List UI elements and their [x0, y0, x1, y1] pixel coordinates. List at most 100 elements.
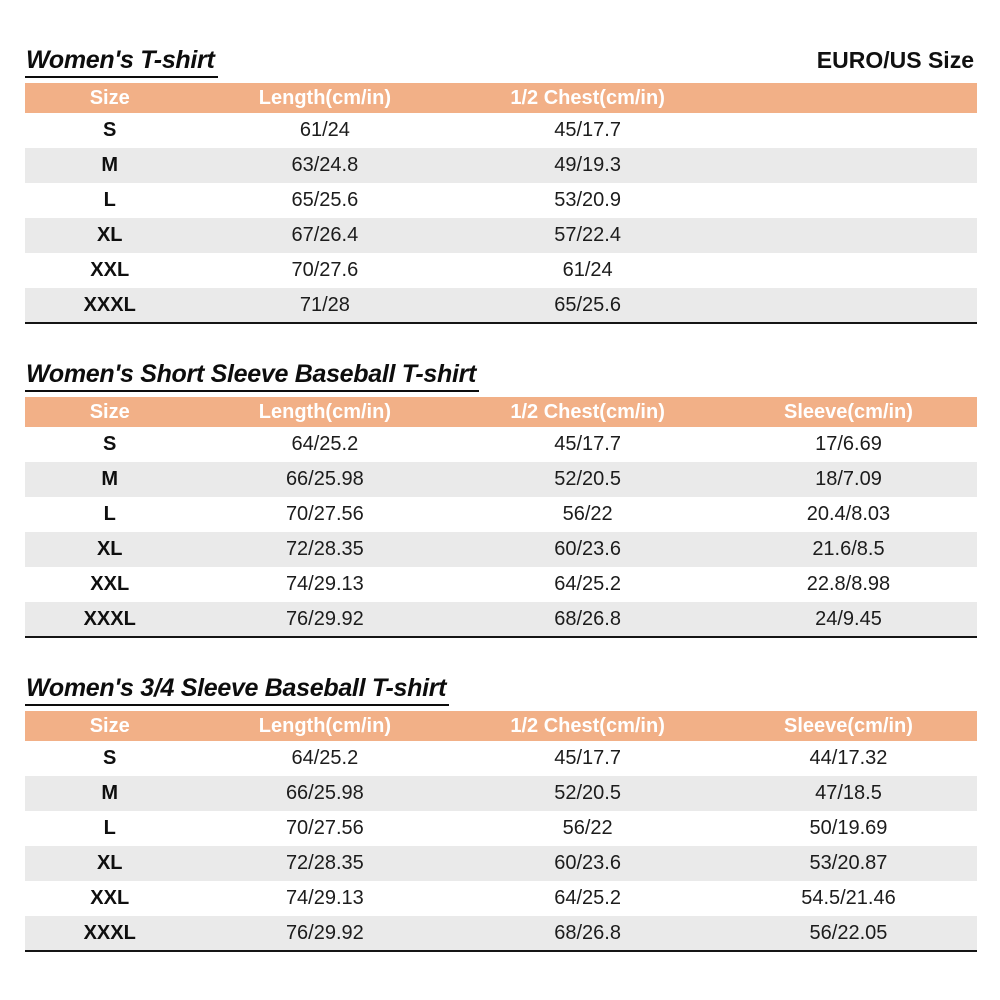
value-cell: 56/22 — [562, 817, 613, 839]
size-cell: S — [103, 119, 117, 141]
column-header: Sleeve(cm/in) — [719, 397, 977, 427]
size-cell: XXL — [90, 887, 130, 909]
table-title-three-quarter-sleeve-baseball: Women's 3/4 Sleeve Baseball T-shirt — [25, 674, 450, 706]
value-cell: 44/17.32 — [809, 747, 888, 769]
table-row: S 61/24 45/17.7 — [25, 113, 977, 148]
column-header: Sleeve(cm/in) — [719, 711, 977, 741]
value-cell: 49/19.3 — [455, 148, 720, 183]
value-cell — [719, 288, 977, 323]
table-row: XXL 70/27.6 61/24 — [25, 253, 977, 288]
size-cell: XXXL — [25, 916, 195, 951]
column-header: Length(cm/in) — [194, 711, 456, 741]
value-cell: 50/19.69 — [809, 817, 888, 839]
value-cell: 47/18.5 — [719, 776, 977, 811]
value-cell: 76/29.92 — [194, 916, 456, 951]
value-cell: 65/25.6 — [291, 189, 359, 211]
value-cell: 66/25.98 — [194, 776, 456, 811]
value-cell: 76/29.92 — [194, 602, 456, 637]
table-row: XXXL 71/28 65/25.6 — [25, 288, 977, 323]
value-cell: 65/25.6 — [455, 288, 720, 323]
value-cell: 52/20.5 — [455, 462, 720, 497]
table-title-short-sleeve-baseball: Women's Short Sleeve Baseball T-shirt — [25, 360, 480, 392]
value-cell: 60/23.6 — [455, 846, 720, 881]
table-row: XXL 74/29.13 64/25.2 22.8/8.98 — [25, 567, 977, 602]
table-row: XXXL 76/29.92 68/26.8 56/22.05 — [25, 916, 977, 951]
column-header: Size — [25, 83, 195, 113]
size-chart-section-womens-tshirt: Size Length(cm/in) 1/2 Chest(cm/in) S 61/24… — [25, 83, 977, 324]
value-cell: 56/22.05 — [719, 916, 977, 951]
value-cell: 64/25.2 — [291, 747, 359, 769]
size-cell: M — [25, 462, 195, 497]
value-cell: 61/24 — [562, 259, 613, 281]
value-cell: 68/26.8 — [455, 602, 720, 637]
size-cell: XL — [25, 846, 195, 881]
value-cell: 18/7.09 — [719, 462, 977, 497]
value-cell — [720, 113, 977, 148]
value-cell: 60/23.6 — [455, 532, 720, 567]
size-table-three-quarter-sleeve-baseball: Size Length(cm/in) 1/2 Chest(cm/in) Sleeve(… — [25, 711, 977, 952]
size-table-womens-tshirt: Size Length(cm/in) 1/2 Chest(cm/in) S 61/24… — [25, 83, 977, 324]
value-cell: 64/25.2 — [554, 573, 621, 595]
column-header — [719, 83, 977, 113]
size-cell: XXL — [90, 573, 130, 595]
column-header: Length(cm/in) — [194, 397, 456, 427]
size-chart-page: Women's T-shirt EURO/US Size Size Length(… — [25, 46, 977, 952]
size-cell: XL — [25, 532, 195, 567]
table-row: XL 67/26.4 57/22.4 — [25, 218, 977, 253]
value-cell: 45/17.7 — [554, 433, 621, 455]
size-cell: S — [103, 747, 117, 769]
size-cell: M — [25, 776, 195, 811]
column-header: 1/2 Chest(cm/in) — [455, 397, 720, 427]
value-cell: 45/17.7 — [554, 119, 621, 141]
size-cell: XL — [25, 218, 195, 253]
table-row: XL 72/28.35 60/23.6 53/20.87 — [25, 846, 977, 881]
value-cell: 72/28.35 — [194, 846, 456, 881]
size-cell: XXXL — [25, 288, 195, 323]
value-cell — [719, 148, 977, 183]
value-cell: 53/20.9 — [554, 189, 621, 211]
table-title-womens-tshirt: Women's T-shirt — [25, 46, 218, 78]
value-cell — [719, 218, 977, 253]
value-cell — [720, 253, 977, 288]
value-cell: 17/6.69 — [815, 433, 882, 455]
value-cell: 63/24.8 — [194, 148, 456, 183]
value-cell: 22.8/8.98 — [806, 573, 891, 595]
table-row: L 70/27.56 56/22 50/19.69 — [25, 811, 977, 846]
size-table-short-sleeve-baseball: Size Length(cm/in) 1/2 Chest(cm/in) Sleeve(… — [25, 397, 977, 638]
size-cell: L — [103, 189, 116, 211]
value-cell: 56/22 — [562, 503, 613, 525]
table-row: L 65/25.6 53/20.9 — [25, 183, 977, 218]
size-cell: L — [103, 817, 116, 839]
value-cell: 24/9.45 — [719, 602, 977, 637]
value-cell: 54.5/21.46 — [801, 887, 896, 909]
table-row: M 66/25.98 52/20.5 18/7.09 — [25, 462, 977, 497]
column-header: Length(cm/in) — [194, 83, 456, 113]
table-row: XXL 74/29.13 64/25.2 54.5/21.46 — [25, 881, 977, 916]
value-cell: 74/29.13 — [285, 573, 364, 595]
value-cell: 72/28.35 — [194, 532, 456, 567]
value-cell: 52/20.5 — [455, 776, 720, 811]
header-row: Size Length(cm/in) 1/2 Chest(cm/in) Sleeve(… — [25, 711, 977, 741]
value-cell: 21.6/8.5 — [719, 532, 977, 567]
value-cell: 67/26.4 — [194, 218, 456, 253]
value-cell: 70/27.6 — [291, 259, 359, 281]
size-cell: L — [103, 503, 116, 525]
header-row: Women's T-shirt EURO/US Size — [25, 46, 977, 78]
table-row: XXXL 76/29.92 68/26.8 24/9.45 — [25, 602, 977, 637]
table-row: M 63/24.8 49/19.3 — [25, 148, 977, 183]
table-row: S 64/25.2 45/17.7 17/6.69 — [25, 427, 977, 462]
value-cell: 20.4/8.03 — [806, 503, 891, 525]
value-cell: 53/20.87 — [719, 846, 977, 881]
value-cell: 64/25.2 — [554, 887, 621, 909]
size-cell: M — [25, 148, 195, 183]
column-header: Size — [25, 711, 195, 741]
column-header: 1/2 Chest(cm/in) — [455, 83, 720, 113]
unit-standard-label: EURO/US Size — [816, 47, 974, 73]
header-row: Size Length(cm/in) 1/2 Chest(cm/in) — [25, 83, 977, 113]
value-cell: 64/25.2 — [291, 433, 359, 455]
value-cell: 70/27.56 — [285, 503, 364, 525]
size-cell: XXL — [90, 259, 130, 281]
table-row: M 66/25.98 52/20.5 47/18.5 — [25, 776, 977, 811]
column-header: Size — [25, 397, 195, 427]
size-cell: S — [103, 433, 117, 455]
